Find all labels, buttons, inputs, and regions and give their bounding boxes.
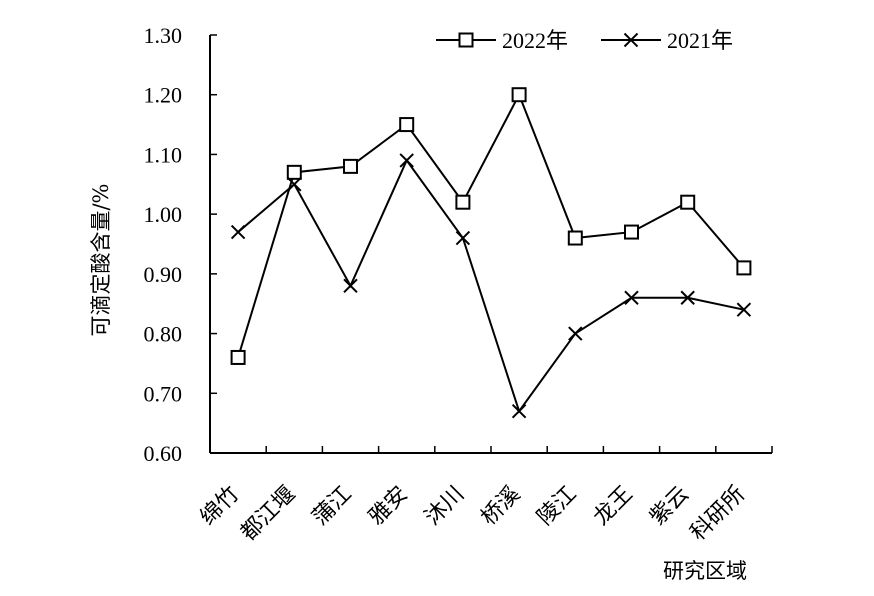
legend-label: 2021年 [667,28,733,53]
data-point-marker [511,87,527,103]
data-point-marker [455,230,471,246]
y-axis-ticks: 0.60 0.70 0.80 0.90 1.00 1.10 1.20 1.30 [144,23,217,466]
data-point-marker [624,290,639,305]
legend-marker [458,32,474,48]
data-point-marker [343,278,358,294]
data-point-marker [567,230,583,246]
legend-label: 2022年 [502,28,568,53]
x-category-label: 紫云 [645,482,694,531]
y-tick-label: 1.10 [144,142,183,167]
legend-item: 2022年 [436,28,568,53]
data-point-marker [511,403,527,419]
x-category-label: 桥溪 [477,482,526,531]
data-point-marker [680,194,696,210]
y-axis-title: 可滴定酸含量/% [89,183,113,336]
y-tick-label: 1.30 [144,23,183,48]
series-1 [230,87,752,365]
legend-item: 2021年 [601,28,733,53]
series-2 [230,153,752,419]
legend-marker [623,32,639,48]
y-tick-label: 0.60 [144,441,183,466]
data-point-marker [568,326,583,341]
data-point-marker [343,158,358,174]
data-point-marker [624,224,639,240]
series-line [237,92,745,358]
x-category-label: 沐川 [420,482,469,531]
series-line [237,158,745,414]
x-category-label: 绵竹 [196,482,245,531]
data-point-marker [399,153,414,168]
data-point-marker [399,117,415,133]
x-category-label: 陵江 [533,482,582,531]
y-tick-label: 1.20 [144,83,183,108]
data-point-marker [680,290,695,305]
series-layer [230,87,752,419]
data-point-marker [230,349,246,365]
x-category-label: 龙王 [589,482,638,531]
data-point-marker [736,260,752,276]
x-category-label: 都江堰 [236,482,300,546]
x-category-label: 科研所 [686,482,750,546]
data-point-marker [736,302,752,317]
x-axis-title: 研究区域 [663,559,747,583]
x-category-label: 雅安 [364,482,413,531]
y-tick-label: 1.00 [144,202,183,227]
axes [209,35,772,454]
y-tick-label: 0.90 [144,262,183,287]
data-point-marker [286,164,302,180]
data-point-marker [287,177,302,192]
data-point-marker [455,194,471,210]
y-tick-label: 0.80 [144,322,183,347]
legend: 2022年 2021年 [436,28,733,53]
data-point-marker [230,224,246,240]
x-category-label: 蒲江 [308,482,357,531]
y-tick-label: 0.70 [144,381,183,406]
